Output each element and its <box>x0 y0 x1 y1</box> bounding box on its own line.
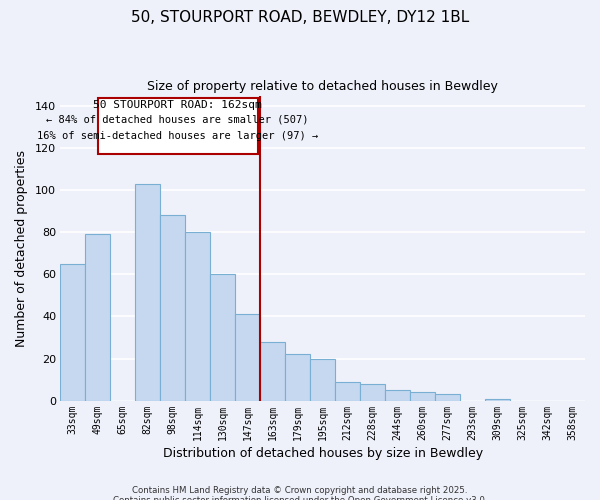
Bar <box>210 274 235 400</box>
Bar <box>185 232 210 400</box>
Bar <box>260 342 285 400</box>
FancyBboxPatch shape <box>98 98 257 154</box>
Bar <box>385 390 410 400</box>
Bar <box>310 358 335 401</box>
Text: 16% of semi-detached houses are larger (97) →: 16% of semi-detached houses are larger (… <box>37 132 319 141</box>
Bar <box>410 392 435 400</box>
Text: ← 84% of detached houses are smaller (507): ← 84% of detached houses are smaller (50… <box>46 114 309 124</box>
Bar <box>160 216 185 400</box>
Title: Size of property relative to detached houses in Bewdley: Size of property relative to detached ho… <box>147 80 498 93</box>
Y-axis label: Number of detached properties: Number of detached properties <box>15 150 28 346</box>
X-axis label: Distribution of detached houses by size in Bewdley: Distribution of detached houses by size … <box>163 447 482 460</box>
Bar <box>235 314 260 400</box>
Bar <box>485 398 510 400</box>
Text: 50 STOURPORT ROAD: 162sqm: 50 STOURPORT ROAD: 162sqm <box>94 100 262 110</box>
Text: Contains HM Land Registry data © Crown copyright and database right 2025.: Contains HM Land Registry data © Crown c… <box>132 486 468 495</box>
Bar <box>335 382 360 400</box>
Bar <box>360 384 385 400</box>
Bar <box>135 184 160 400</box>
Bar <box>60 264 85 400</box>
Bar <box>85 234 110 400</box>
Text: Contains public sector information licensed under the Open Government Licence v3: Contains public sector information licen… <box>113 496 487 500</box>
Bar <box>435 394 460 400</box>
Bar <box>285 354 310 401</box>
Text: 50, STOURPORT ROAD, BEWDLEY, DY12 1BL: 50, STOURPORT ROAD, BEWDLEY, DY12 1BL <box>131 10 469 25</box>
